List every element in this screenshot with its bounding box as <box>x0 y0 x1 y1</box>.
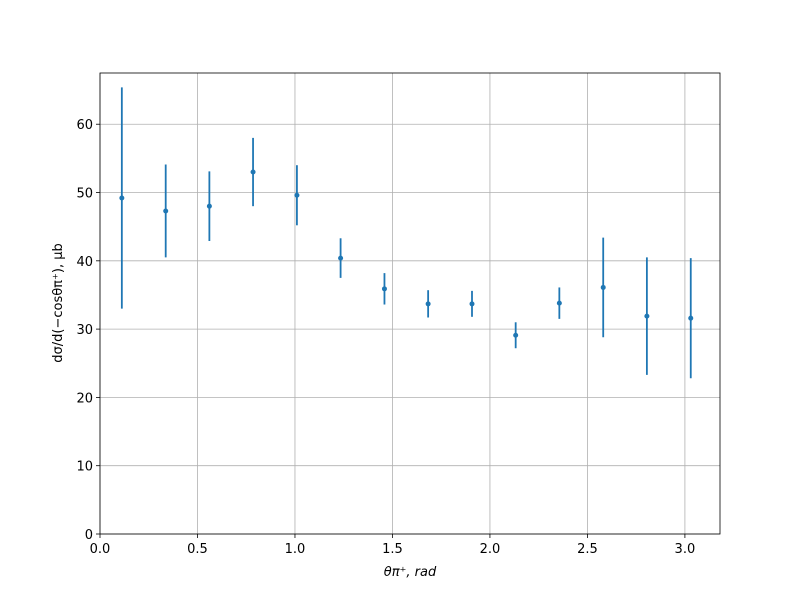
data-point <box>206 203 212 209</box>
x-tick-label: 2.5 <box>577 542 598 557</box>
x-tick-label: 0.5 <box>187 542 208 557</box>
grid <box>99 73 720 535</box>
data-point <box>381 286 387 292</box>
data-point <box>294 192 300 198</box>
y-tick-label: 50 <box>76 187 93 202</box>
data-point <box>119 195 125 201</box>
data-point <box>163 208 169 214</box>
y-tick-label: 30 <box>76 323 93 338</box>
x-tick-label: 0.0 <box>90 542 111 557</box>
x-tick-label: 1.0 <box>285 542 306 557</box>
marks <box>119 87 694 379</box>
data-point <box>644 313 650 319</box>
y-tick-label: 40 <box>76 255 93 270</box>
data-point <box>425 301 431 307</box>
y-tick-label: 10 <box>76 460 93 475</box>
x-tick-label: 1.5 <box>382 542 403 557</box>
x-tick-label: 3.0 <box>675 542 696 557</box>
data-point <box>338 255 344 261</box>
y-tick-label: 60 <box>76 118 93 133</box>
data-point <box>556 300 562 306</box>
axes-frame <box>99 72 721 535</box>
data-point <box>688 315 694 321</box>
x-tick-label: 2.0 <box>480 542 501 557</box>
y-axis-label: dσ/d(−cosθπ⁺), μb <box>51 243 66 362</box>
data-point <box>600 284 606 290</box>
y-tick-label: 0 <box>85 528 93 543</box>
data-point <box>469 301 475 307</box>
data-point <box>250 169 256 175</box>
y-tick-label: 20 <box>76 391 93 406</box>
data-point <box>513 332 519 338</box>
x-axis-label: θπ⁺, rad <box>384 565 437 580</box>
